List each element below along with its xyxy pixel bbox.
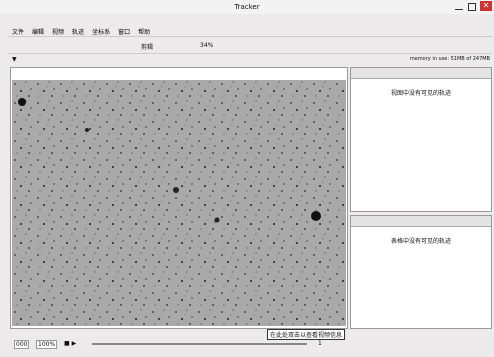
clip-button[interactable]: 剪辑: [141, 42, 153, 51]
slider[interactable]: [92, 343, 307, 345]
rate-field[interactable]: 100%: [36, 340, 57, 349]
toolbar: 剪辑 34%: [8, 36, 492, 54]
menu-item[interactable]: 坐标系: [92, 29, 110, 36]
menu-item[interactable]: 窗口: [118, 29, 130, 36]
video-panel: 在此处双击以查看视频信息: [10, 67, 348, 329]
tracker-window: Tracker ✕ 文件 编辑 视频 轨迹 坐标系 窗口 帮助 剪辑 34% ▼ memor…: [0, 0, 494, 357]
memory-label: memory in use: 51MB of 247MB: [410, 56, 490, 62]
title-bar: Tracker ✕: [0, 0, 494, 14]
menu-item[interactable]: 轨迹: [72, 29, 84, 36]
plot-panel: 视图中没有可见的轨迹: [350, 67, 492, 212]
menu-item[interactable]: 编辑: [32, 29, 44, 36]
frame-field[interactable]: 000: [14, 340, 29, 349]
menu-item[interactable]: 文件: [12, 29, 24, 36]
plot-message: 视图中没有可见的轨迹: [351, 88, 491, 97]
video-frame: [12, 80, 346, 326]
table-message: 表格中没有可见的轨迹: [351, 236, 491, 245]
menu-item[interactable]: 视频: [52, 29, 64, 36]
minimize[interactable]: [455, 3, 463, 10]
window-title: Tracker: [0, 3, 494, 11]
table-panel: 表格中没有可见的轨迹: [350, 215, 492, 329]
play-controls[interactable]: ■ ▶: [64, 340, 76, 347]
zoom-button[interactable]: 34%: [200, 42, 213, 49]
menu-item[interactable]: 帮助: [138, 29, 150, 36]
maximize[interactable]: [468, 3, 476, 11]
player-bar: 000 100% ■ ▶ 1: [10, 336, 350, 350]
step-size[interactable]: 1: [318, 340, 322, 347]
dropdown[interactable]: ▼: [12, 56, 17, 63]
close[interactable]: ✕: [480, 1, 492, 11]
